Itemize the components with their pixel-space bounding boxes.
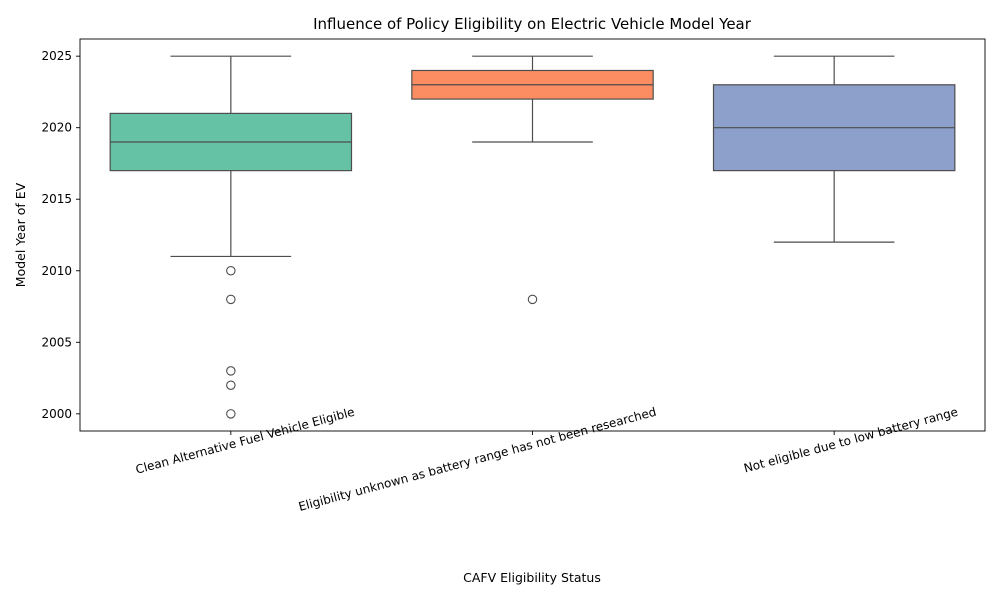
- y-tick-label: 2005: [41, 335, 72, 349]
- box-group: [109, 55, 353, 419]
- outlier-point: [527, 294, 538, 305]
- x-tick-label: Not eligible due to low battery range: [742, 405, 959, 476]
- outlier-point: [226, 266, 236, 276]
- y-tick-label: 2000: [41, 407, 72, 421]
- outlier-point: [226, 366, 236, 376]
- y-tick-label: 2020: [41, 121, 72, 135]
- y-axis-label: Model Year of EV: [13, 182, 28, 287]
- box-group: [411, 55, 654, 305]
- box-group: [712, 55, 956, 243]
- outlier-point: [226, 294, 236, 305]
- chart-title: Influence of Policy Eligibility on Elect…: [313, 15, 752, 33]
- y-tick-label: 2015: [41, 192, 72, 206]
- outlier-point: [226, 380, 236, 390]
- x-axis: Clean Alternative Fuel Vehicle EligibleE…: [134, 405, 959, 514]
- box-series: [109, 55, 956, 419]
- y-tick-label: 2010: [41, 264, 72, 278]
- x-tick-label: Eligibility unknown as battery range has…: [297, 405, 658, 514]
- outlier-point: [226, 409, 236, 419]
- x-tick-label: Clean Alternative Fuel Vehicle Eligible: [134, 405, 356, 477]
- y-axis: 2000 2005 2010 2015 2020 2025: [41, 49, 80, 421]
- x-axis-label: CAFV Eligibility Status: [463, 570, 601, 585]
- y-tick-label: 2025: [41, 49, 72, 63]
